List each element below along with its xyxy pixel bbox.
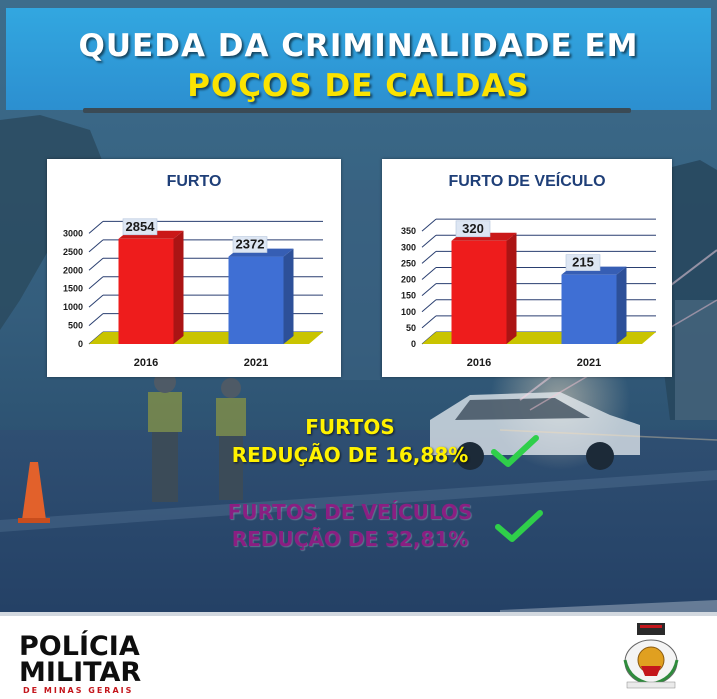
- check-icon: [491, 435, 539, 467]
- y-tick-label: 0: [78, 339, 83, 349]
- y-tick-label: 250: [401, 258, 416, 268]
- bar-side: [616, 266, 627, 344]
- logo-line-policia: POLÍCIA: [19, 631, 140, 662]
- chart-furto: 0 500 1000 1500 2000 2500 3000 2854 2016 2372 2021: [63, 218, 323, 369]
- stat-furtos-reduction: REDUÇÃO DE 16,88%: [231, 443, 469, 467]
- bar-side: [283, 248, 294, 344]
- y-tick-label: 2000: [63, 265, 83, 275]
- chart-title-furto: FURTO: [166, 173, 222, 190]
- y-tick-label: 100: [401, 307, 416, 317]
- pm-crest-icon: [623, 623, 679, 689]
- bar: [561, 274, 617, 344]
- data-label: 2854: [126, 219, 156, 234]
- chart-card-furto-veiculo: FURTO DE VEÍCULO 0 50 100 150 200 250 300 350 32…: [382, 159, 672, 377]
- y-tick-label: 1000: [63, 302, 83, 312]
- y-tick-label: 1500: [63, 284, 83, 294]
- gridline-side: [88, 276, 104, 290]
- gridline-side: [421, 218, 437, 232]
- stat-veiculos-label: FURTOS DE VEÍCULOS: [227, 500, 473, 524]
- gridline-side: [421, 299, 437, 313]
- y-tick-label: 300: [401, 242, 416, 252]
- y-tick-label: 200: [401, 275, 416, 285]
- y-tick-label: 2500: [63, 247, 83, 257]
- chart-furto-veiculo: 0 50 100 150 200 250 300 350 320 2016 215 2021: [401, 218, 656, 369]
- data-label-box: [232, 236, 268, 253]
- y-tick-label: 3000: [63, 228, 83, 238]
- bar: [451, 240, 507, 344]
- y-tick-label: 150: [401, 291, 416, 301]
- gridline-side: [88, 239, 104, 253]
- bar: [118, 238, 174, 344]
- y-tick-label: 500: [68, 321, 83, 331]
- x-tick-label: 2016: [467, 357, 491, 369]
- gridline-side: [88, 294, 104, 308]
- data-label-box: [122, 218, 158, 236]
- gridline-side: [421, 283, 437, 297]
- gridline-side: [421, 250, 437, 264]
- data-label: 215: [572, 255, 594, 270]
- gridline-side: [421, 267, 437, 280]
- policia-militar-logo: POLÍCIA MILITAR DE MINAS GERAIS: [19, 633, 169, 697]
- logo-line-minas-gerais: DE MINAS GERAIS: [23, 686, 134, 695]
- bar-side: [506, 232, 517, 344]
- page-subtitle: POÇOS DE CALDAS: [187, 68, 530, 104]
- gridline-side: [421, 234, 437, 248]
- gridline-side: [88, 257, 104, 271]
- chart-card-furto: FURTO 0 500 1000 1500 2000 2500 3000 2854 2016 23…: [47, 159, 341, 377]
- y-tick-label: 0: [411, 339, 416, 349]
- gridline-side: [88, 313, 104, 326]
- y-tick-label: 350: [401, 226, 416, 236]
- stat-veiculos-reduction: REDUÇÃO DE 32,81%: [231, 527, 469, 551]
- title-banner: QUEDA DA CRIMINALIDADE EM POÇOS DE CALDA…: [6, 8, 711, 110]
- data-label-box: [565, 254, 601, 271]
- data-label: 320: [462, 221, 484, 236]
- gridline-side: [421, 315, 437, 329]
- title-divider: [83, 108, 631, 113]
- x-tick-label: 2021: [244, 357, 268, 369]
- page-title: QUEDA DA CRIMINALIDADE EM: [78, 28, 639, 64]
- check-icon: [495, 510, 543, 542]
- stat-furtos-label: FURTOS: [305, 415, 395, 439]
- gridline-side: [88, 221, 104, 234]
- logo-line-militar: MILITAR: [19, 657, 142, 688]
- x-tick-label: 2021: [577, 357, 601, 369]
- x-tick-label: 2016: [134, 357, 158, 369]
- data-label-box: [455, 220, 491, 238]
- chart-title-furto-veiculo: FURTO DE VEÍCULO: [448, 173, 606, 190]
- bar: [228, 256, 284, 344]
- y-tick-label: 50: [406, 323, 416, 333]
- bar-side: [173, 230, 184, 344]
- data-label: 2372: [236, 237, 265, 252]
